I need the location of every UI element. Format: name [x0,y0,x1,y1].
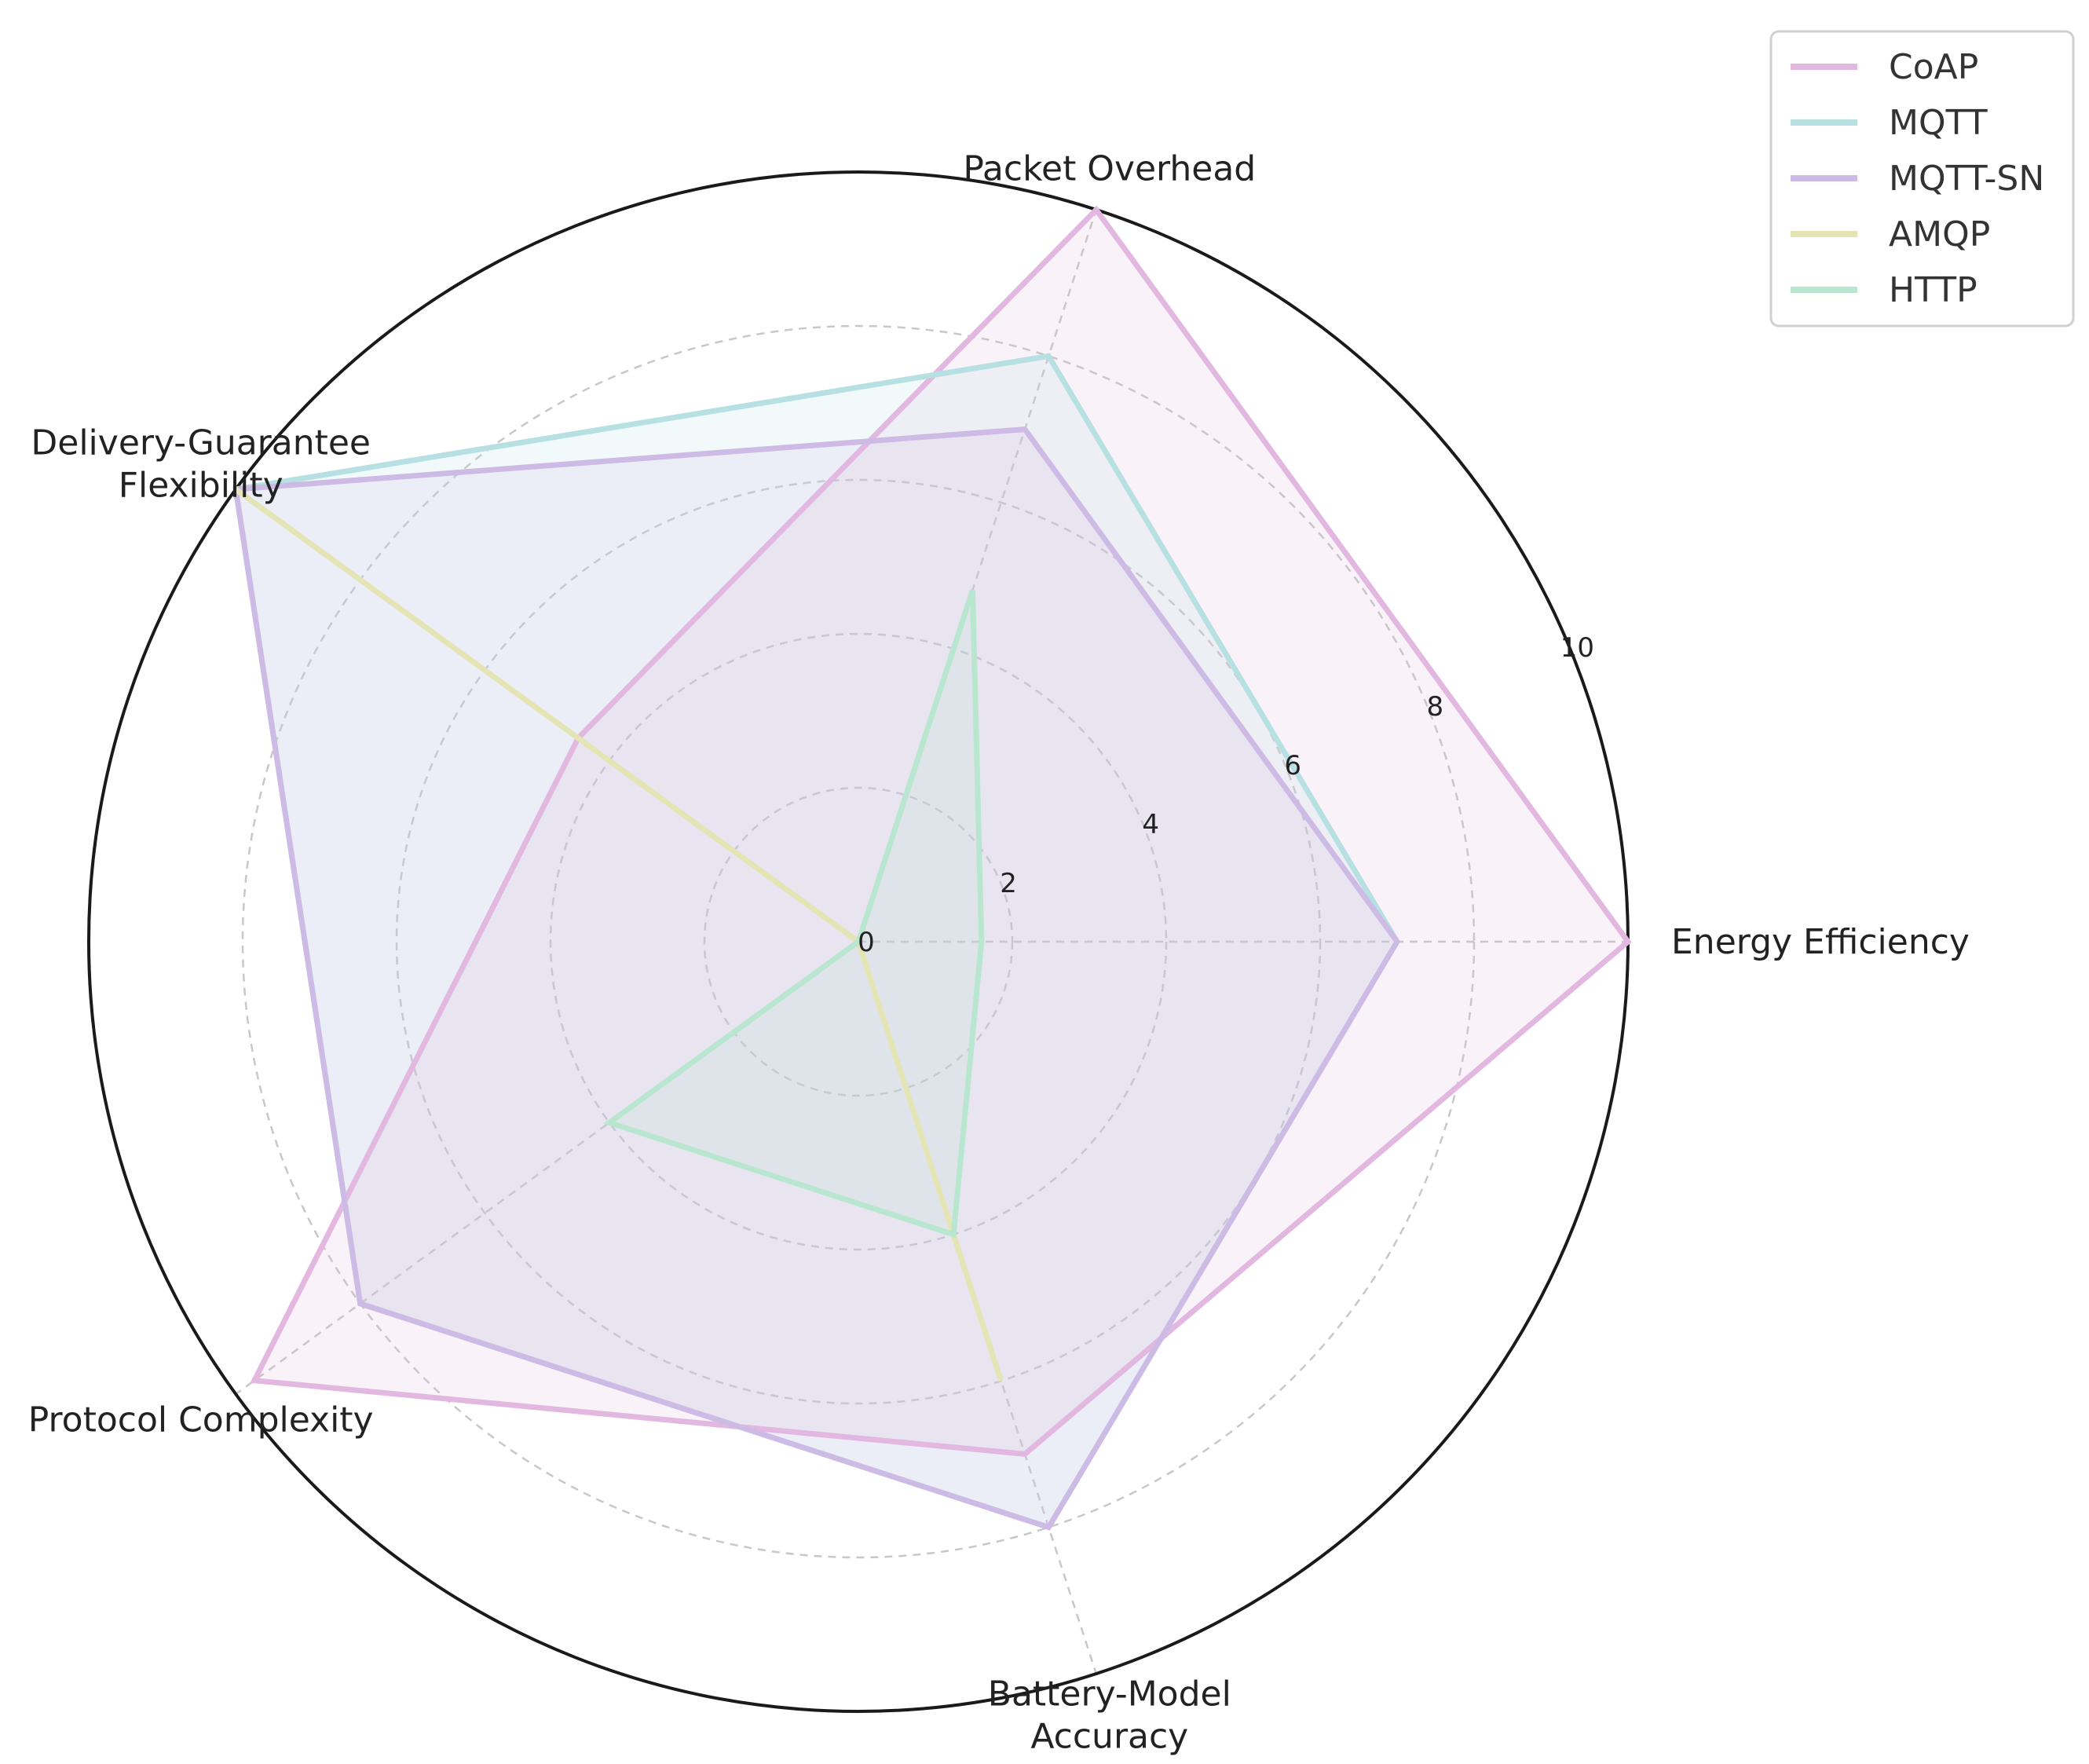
tick-label-6: 6 [1284,750,1301,781]
tick-label-0: 0 [858,927,875,958]
series-fill-coap [254,210,1628,1455]
legend-box [1769,30,2075,328]
series-line-coap [250,205,1632,1458]
series-fill-mqtt-sn [236,429,1398,1528]
series-layer [232,205,1632,1531]
legend-label: CoAP [1889,47,1978,87]
axis-label: Energy Efficiency [1671,922,1970,962]
axis-label: Packet Overhead [963,149,1256,189]
tick-label-4: 4 [1142,809,1159,840]
grid-ring-2 [703,786,1014,1097]
series-line-http [603,589,985,1239]
series-line-mqtt-sn [232,426,1401,1531]
grid-ring-6 [395,478,1322,1405]
legend-label: AMQP [1889,214,1990,254]
tick-labels: 0 2 4 6 8 10 [858,632,1594,958]
axis-label: Protocol Complexity [28,1400,374,1440]
series-fill-http [609,590,982,1235]
tick-label-8: 8 [1426,691,1443,723]
legend-item-mqtt[interactable]: MQTT [1791,103,1988,143]
legend-item-coap[interactable]: CoAP [1791,47,1978,87]
legend-label: MQTT-SN [1889,159,2044,199]
tick-label-10: 10 [1560,632,1594,664]
legend-item-http[interactable]: HTTP [1791,270,1977,310]
legend-label: MQTT [1889,103,1988,143]
legend-item-amqp[interactable]: AMQP [1791,214,1990,254]
series-fill-mqtt [236,356,1398,1528]
tick-label-2: 2 [1000,868,1017,899]
grid-ring-4 [549,632,1168,1251]
legend-item-mqtt-sn[interactable]: MQTT-SN [1791,159,2044,199]
axis-label: Battery-Model Accuracy [988,1674,1231,1756]
axis-labels: Energy Efficiency Packet Overhead Delivery… [28,149,1970,1757]
legend-label: HTTP [1889,270,1977,310]
axis-label: Delivery-Guarantee Flexibility [31,423,371,506]
legend[interactable]: CoAP MQTT MQTT-SN AMQP HTTP [1769,30,2075,328]
